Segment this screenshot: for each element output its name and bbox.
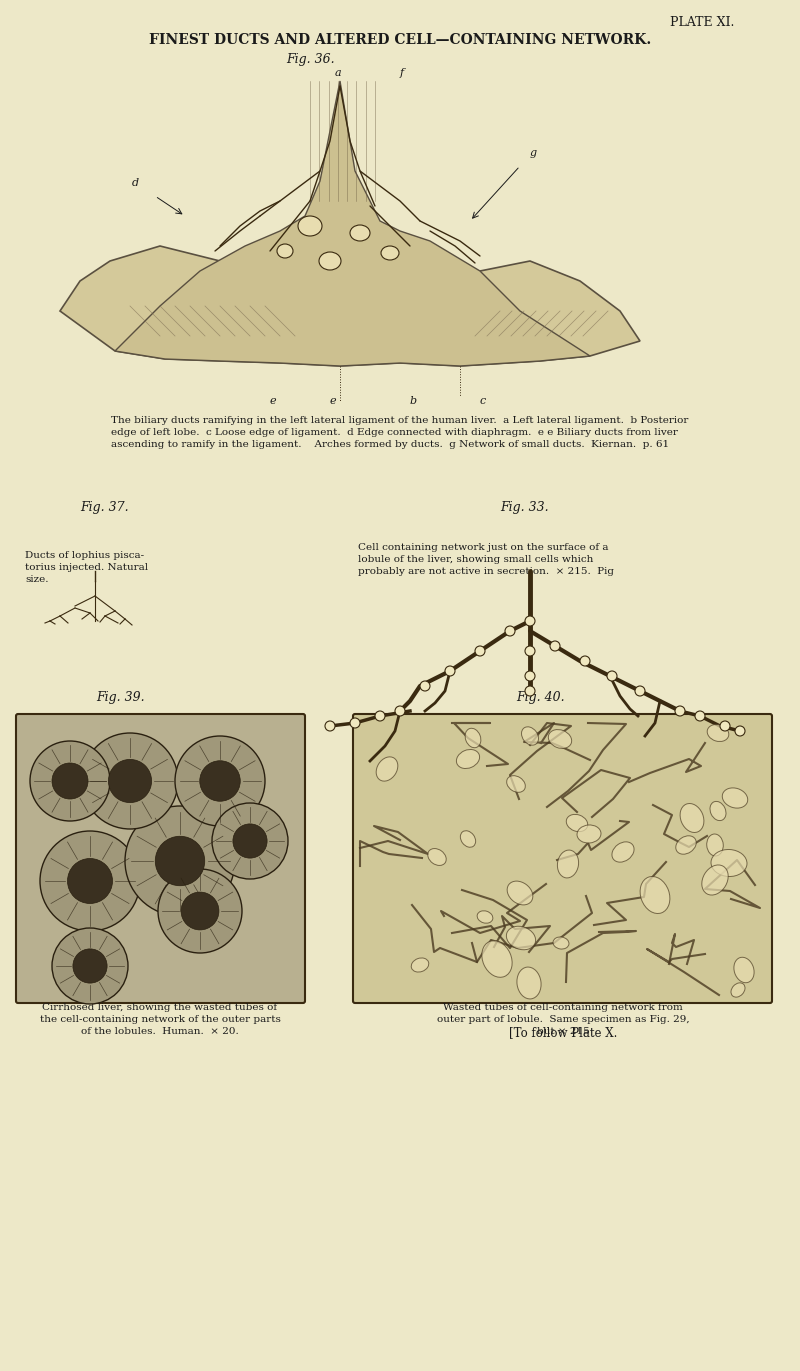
Text: FINEST DUCTS AND ALTERED CELL—CONTAINING NETWORK.: FINEST DUCTS AND ALTERED CELL—CONTAINING… [149, 33, 651, 47]
Ellipse shape [640, 876, 670, 913]
Circle shape [375, 712, 385, 721]
Text: Fig. 40.: Fig. 40. [516, 691, 564, 703]
Circle shape [607, 670, 617, 681]
Circle shape [181, 893, 219, 930]
Circle shape [233, 824, 267, 858]
Text: PLATE XI.: PLATE XI. [670, 16, 734, 29]
Ellipse shape [506, 927, 536, 950]
Ellipse shape [457, 750, 479, 769]
Circle shape [395, 706, 405, 716]
Ellipse shape [706, 834, 723, 856]
Text: d: d [132, 178, 139, 188]
Circle shape [720, 721, 730, 731]
Circle shape [30, 740, 110, 821]
Ellipse shape [711, 850, 747, 876]
Text: Fig. 33.: Fig. 33. [500, 500, 549, 514]
Ellipse shape [381, 245, 399, 260]
Ellipse shape [376, 757, 398, 781]
FancyBboxPatch shape [353, 714, 772, 1004]
Ellipse shape [702, 865, 728, 895]
Ellipse shape [612, 842, 634, 862]
Circle shape [580, 655, 590, 666]
Text: e: e [330, 396, 337, 406]
Ellipse shape [428, 849, 446, 865]
Polygon shape [115, 81, 590, 366]
Ellipse shape [707, 724, 729, 742]
Circle shape [550, 642, 560, 651]
Circle shape [158, 869, 242, 953]
Circle shape [735, 727, 745, 736]
Ellipse shape [298, 217, 322, 236]
Circle shape [82, 733, 178, 829]
Text: e: e [270, 396, 277, 406]
Ellipse shape [482, 941, 512, 978]
Circle shape [67, 858, 113, 903]
Ellipse shape [506, 776, 526, 792]
Text: Wasted tubes of cell-containing network from
outer part of lobule.  Same specime: Wasted tubes of cell-containing network … [437, 1004, 690, 1035]
Circle shape [52, 764, 88, 799]
Circle shape [109, 760, 152, 802]
Ellipse shape [411, 958, 429, 972]
Text: b: b [410, 396, 417, 406]
Ellipse shape [548, 729, 572, 749]
Circle shape [635, 686, 645, 696]
Circle shape [475, 646, 485, 655]
Circle shape [175, 736, 265, 825]
Ellipse shape [710, 802, 726, 821]
Text: Fig. 37.: Fig. 37. [80, 500, 129, 514]
Circle shape [525, 670, 535, 681]
FancyBboxPatch shape [16, 714, 305, 1004]
Text: a: a [334, 69, 342, 78]
Ellipse shape [553, 936, 569, 949]
Text: The biliary ducts ramifying in the left lateral ligament of the human liver.  a : The biliary ducts ramifying in the left … [111, 415, 689, 448]
Circle shape [52, 928, 128, 1004]
Circle shape [675, 706, 685, 716]
Ellipse shape [522, 727, 538, 746]
Ellipse shape [558, 850, 578, 877]
Ellipse shape [731, 983, 745, 997]
Ellipse shape [517, 967, 541, 999]
Circle shape [40, 831, 140, 931]
Ellipse shape [477, 910, 493, 923]
Circle shape [445, 666, 455, 676]
Text: c: c [480, 396, 486, 406]
Circle shape [200, 761, 240, 801]
Text: g: g [530, 148, 537, 158]
Circle shape [695, 712, 705, 721]
Polygon shape [60, 245, 640, 366]
Text: Fig. 36.: Fig. 36. [286, 53, 334, 66]
Ellipse shape [577, 825, 601, 843]
Circle shape [525, 616, 535, 627]
Circle shape [525, 646, 535, 655]
Text: f: f [400, 69, 404, 78]
Text: Cirrhosed liver, showing the wasted tubes of
the cell-containing network of the : Cirrhosed liver, showing the wasted tube… [39, 1004, 281, 1035]
Circle shape [155, 836, 205, 886]
Ellipse shape [350, 225, 370, 241]
Circle shape [420, 681, 430, 691]
Circle shape [325, 721, 335, 731]
Ellipse shape [566, 814, 588, 832]
Text: Ducts of lophius pisca-
torius injected. Natural
size.: Ducts of lophius pisca- torius injected.… [25, 551, 148, 584]
Ellipse shape [676, 836, 696, 854]
Circle shape [212, 803, 288, 879]
Ellipse shape [277, 244, 293, 258]
Ellipse shape [680, 803, 704, 832]
Circle shape [505, 627, 515, 636]
Text: [To follow Plate X.: [To follow Plate X. [509, 1026, 617, 1039]
Text: Fig. 39.: Fig. 39. [96, 691, 144, 703]
Circle shape [125, 806, 235, 916]
Circle shape [350, 718, 360, 728]
Ellipse shape [460, 831, 476, 847]
Ellipse shape [319, 252, 341, 270]
Ellipse shape [507, 882, 533, 905]
Circle shape [525, 686, 535, 696]
Text: Cell containing network just on the surface of a
lobule of the liver, showing sm: Cell containing network just on the surf… [358, 543, 614, 576]
Ellipse shape [722, 788, 748, 808]
Ellipse shape [734, 957, 754, 983]
Circle shape [73, 949, 107, 983]
Ellipse shape [465, 728, 481, 747]
